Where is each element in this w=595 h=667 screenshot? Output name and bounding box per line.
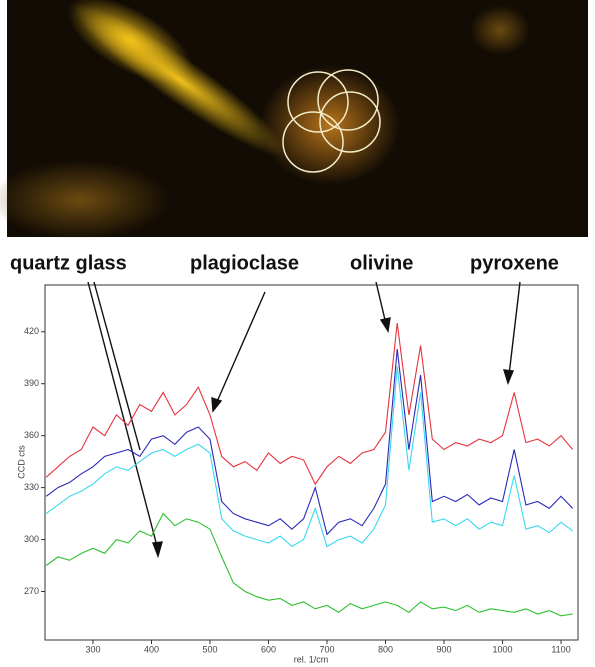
y-tick-label: 360 xyxy=(24,430,39,440)
y-tick-label: 390 xyxy=(24,378,39,388)
annotation: olivine xyxy=(350,252,413,274)
micrograph xyxy=(0,0,588,240)
spectrum-line xyxy=(46,349,573,534)
spectrum-line xyxy=(46,323,573,484)
x-tick-label: 900 xyxy=(437,644,452,654)
annotation: plagioclase xyxy=(190,252,299,274)
x-tick-label: 600 xyxy=(261,644,276,654)
y-tick-label: 420 xyxy=(24,326,39,336)
y-tick-label: 330 xyxy=(24,482,39,492)
y-axis-label: CCD cts xyxy=(16,445,26,479)
y-tick-label: 300 xyxy=(24,534,39,544)
chart: 270 300 330 360 390 420 300 400 500 600 700 800 900 1… xyxy=(0,0,595,667)
y-tick-label: 270 xyxy=(24,586,39,596)
x-tick-label: 400 xyxy=(144,644,159,654)
x-tick-label: 700 xyxy=(319,644,334,654)
plot-frame xyxy=(45,285,578,640)
x-tick-label: 800 xyxy=(378,644,393,654)
x-axis-label: rel. 1/cm xyxy=(294,654,329,664)
spectrum-line xyxy=(46,514,573,616)
x-tick-label: 500 xyxy=(202,644,217,654)
x-tick-label: 1100 xyxy=(551,644,570,654)
arrows xyxy=(88,282,520,556)
annotation: pyroxene xyxy=(470,252,559,274)
x-tick-label: 300 xyxy=(85,644,100,654)
x-tick-label: 1000 xyxy=(493,644,513,654)
figure: 270 300 330 360 390 420 300 400 500 600 700 800 900 1… xyxy=(0,0,595,667)
annotation: quartz glass xyxy=(10,252,127,274)
